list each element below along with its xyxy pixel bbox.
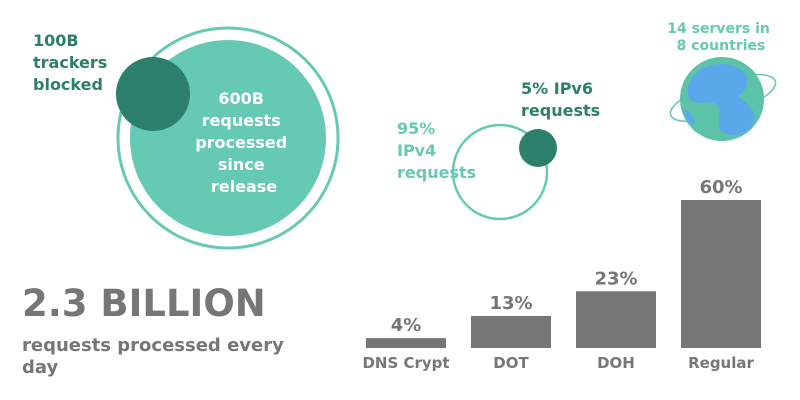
processed-line-3: processed bbox=[195, 133, 287, 152]
daily-line-1: requests processed every bbox=[22, 335, 284, 356]
servers-label: 14 servers in 8 countries bbox=[667, 21, 774, 54]
ipv4-ring bbox=[451, 123, 549, 221]
processed-line-2: requests bbox=[202, 111, 281, 130]
bar-category-label: DNS Crypt bbox=[362, 354, 449, 372]
ipv6-line-2: requests bbox=[521, 101, 600, 120]
ipv4-line-3: requests bbox=[397, 163, 476, 182]
processed-bubble-ring bbox=[116, 26, 340, 250]
processed-line-4: since bbox=[218, 155, 265, 174]
bar-value-label: 23% bbox=[594, 268, 637, 289]
ipv4-line-1: 95% bbox=[397, 119, 435, 138]
processed-line-1: 600B bbox=[218, 89, 264, 108]
ipv6-label: 5% IPv6 requests bbox=[521, 79, 600, 120]
bar-value-label: 13% bbox=[489, 293, 532, 314]
trackers-line-3: blocked bbox=[33, 75, 103, 94]
ipv4-label: 95% IPv4 requests bbox=[397, 119, 476, 182]
daily-group: 2.3 BILLION requests processed every day bbox=[22, 282, 284, 378]
servers-line-2: 8 countries bbox=[677, 38, 766, 54]
bar-value-label: 60% bbox=[699, 177, 742, 198]
globe-icon bbox=[669, 57, 777, 141]
ip-version-group: 95% IPv4 requests 5% IPv6 requests bbox=[397, 79, 600, 221]
daily-line-2: day bbox=[22, 357, 58, 378]
bar-dot bbox=[471, 315, 551, 348]
trackers-line-1: 100B bbox=[33, 31, 79, 50]
servers-group: 14 servers in 8 countries bbox=[667, 21, 777, 141]
ipv4-line-2: IPv4 bbox=[397, 141, 436, 160]
bar-category-label: DOT bbox=[493, 354, 529, 372]
ipv6-dot bbox=[519, 129, 557, 167]
bar-category-label: Regular bbox=[688, 354, 754, 372]
bar-doh bbox=[576, 291, 656, 348]
trackers-line-2: trackers bbox=[33, 53, 107, 72]
bar-category-label: DOH bbox=[597, 354, 635, 372]
trackers-label: 100B trackers blocked bbox=[33, 31, 113, 94]
trackers-bubble bbox=[116, 57, 190, 131]
daily-big: 2.3 BILLION bbox=[22, 282, 266, 325]
protocol-bar-chart: 4% DNS Crypt 13% DOT 23% DOH 60% Regular bbox=[362, 177, 761, 372]
processed-bubble-group: 600B requests processed since release 10… bbox=[33, 26, 340, 250]
servers-line-1: 14 servers in bbox=[667, 21, 770, 37]
bar-value-label: 4% bbox=[391, 315, 422, 336]
bar-dns-crypt bbox=[366, 338, 446, 348]
processed-line-5: release bbox=[211, 177, 277, 196]
bar-regular bbox=[681, 200, 761, 348]
ipv6-line-1: 5% IPv6 bbox=[521, 79, 593, 98]
processed-label: 600B requests processed since release bbox=[195, 89, 293, 196]
